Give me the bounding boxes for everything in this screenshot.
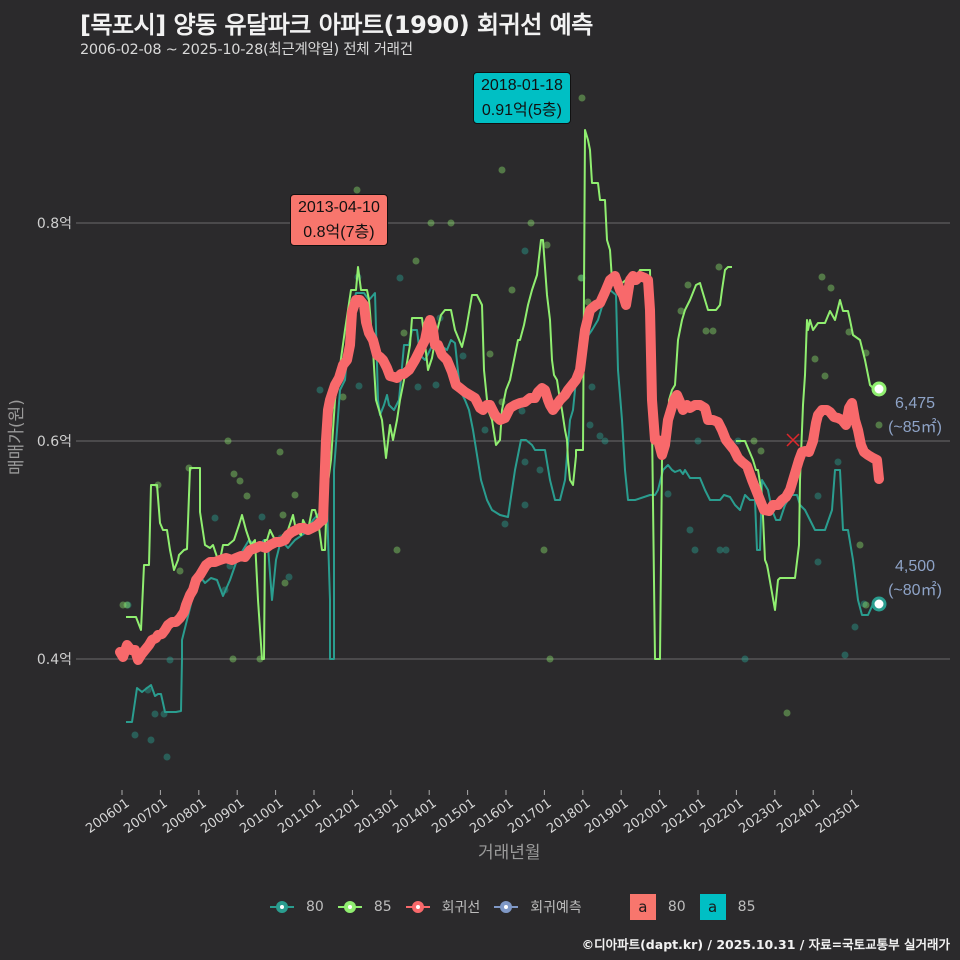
end-label-area: (~85㎡) xyxy=(888,419,942,436)
x-tick-marks xyxy=(121,790,853,795)
legend-item-80[interactable]: 80 xyxy=(270,899,324,915)
legend-swatch-icon: a xyxy=(699,894,726,920)
chart-title: [목포시] 양동 유달파크 아파트(1990) 회귀선 예측 xyxy=(80,11,593,39)
y-tick-label: 0.6억 xyxy=(36,434,72,450)
legend-label: 회귀선 xyxy=(441,900,481,916)
source-footer: ©디아파트(dapt.kr) / 2025.10.31 / 자료=국토교통부 실… xyxy=(581,937,950,952)
regression-line xyxy=(115,271,884,665)
scatter-points-85 xyxy=(119,94,883,717)
end-label-value: 4,500 xyxy=(894,558,936,575)
endpoint-marker-85 xyxy=(871,381,887,397)
legend: 80 85 회귀선 회귀예측 a 80 a 85 xyxy=(270,894,769,920)
annotation-max-80: 2013-04-10 0.8억(7층) xyxy=(290,194,388,246)
legend-line-dot-icon xyxy=(405,900,430,914)
annotation-date: 2013-04-10 xyxy=(298,199,380,216)
legend-item-regression[interactable]: 회귀선 xyxy=(405,897,481,917)
legend-box-85[interactable]: a 85 xyxy=(699,894,756,920)
legend-swatch-icon: a xyxy=(629,894,656,920)
legend-item-85[interactable]: 85 xyxy=(337,899,392,915)
line-series-85-b xyxy=(736,299,878,611)
end-label-85: 6,475 (~85㎡) xyxy=(880,392,950,440)
end-label-80: 4,500 (~80㎡) xyxy=(880,555,950,603)
legend-label: 회귀예측 xyxy=(530,900,582,916)
legend-item-prediction[interactable]: 회귀예측 xyxy=(494,897,582,917)
y-tick-label: 0.4억 xyxy=(36,652,72,668)
annotation-value: 0.8억(7층) xyxy=(303,224,375,241)
end-label-area: (~80㎡) xyxy=(888,582,942,599)
legend-line-dot-icon xyxy=(494,900,519,914)
y-axis-label: 매매가(원) xyxy=(7,399,27,475)
legend-box-80[interactable]: a 80 xyxy=(629,894,686,920)
gridlines xyxy=(76,222,950,660)
annotation-value: 0.91억(5층) xyxy=(481,102,562,119)
legend-label: 85 xyxy=(737,899,756,915)
prediction-x-marker xyxy=(786,433,800,447)
annotation-date: 2018-01-18 xyxy=(481,77,563,94)
x-axis-label: 거래년월 xyxy=(478,843,541,863)
legend-line-dot-icon xyxy=(337,900,362,914)
chart-subtitle: 2006-02-08 ~ 2025-10-28(최근계약일) 전체 거래건 xyxy=(80,42,413,58)
y-tick-label: 0.8억 xyxy=(36,216,72,232)
scatter-points-80 xyxy=(124,247,868,761)
endpoint-marker-80 xyxy=(871,596,887,612)
legend-label: 80 xyxy=(667,899,686,915)
legend-label: 80 xyxy=(306,899,324,915)
legend-label: 85 xyxy=(373,899,392,915)
legend-line-dot-icon xyxy=(270,900,294,914)
annotation-max-85: 2018-01-18 0.91억(5층) xyxy=(473,72,571,124)
end-label-value: 6,475 xyxy=(894,395,936,412)
